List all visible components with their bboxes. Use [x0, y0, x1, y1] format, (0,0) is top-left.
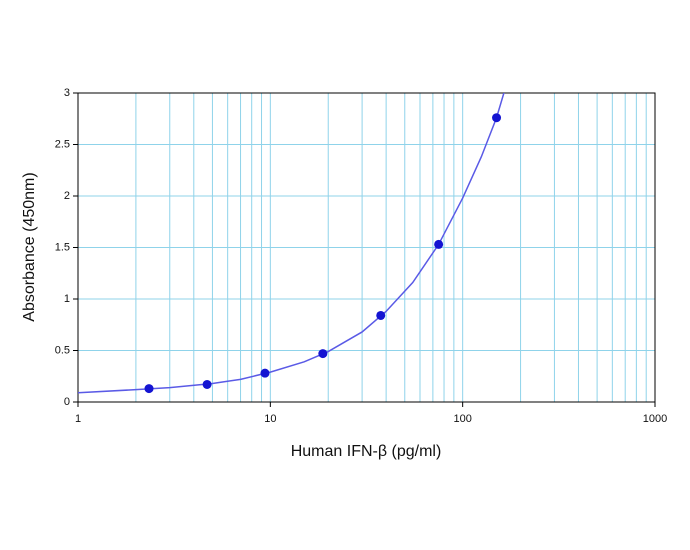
y-tick-label: 2 — [64, 190, 70, 202]
data-point — [318, 349, 328, 359]
x-tick-label: 10 — [264, 413, 276, 425]
plot-frame — [77, 92, 656, 403]
x-tick-label: 100 — [453, 413, 471, 425]
y-tick-label: 1 — [64, 293, 70, 305]
x-tick-label: 1000 — [643, 413, 667, 425]
y-axis-title: Absorbance (450nm) — [21, 172, 38, 321]
plot-area — [78, 93, 505, 394]
y-tick-label: 3 — [64, 87, 70, 99]
y-tick-label: 1.5 — [55, 241, 70, 253]
data-point — [376, 310, 386, 320]
y-tick-label: 0.5 — [55, 344, 70, 356]
data-point — [434, 239, 444, 249]
y-tick-label: 0 — [64, 396, 70, 408]
y-tick-label: 2.5 — [55, 138, 70, 150]
data-point — [144, 384, 154, 394]
data-point — [260, 368, 270, 378]
data-point — [492, 113, 502, 123]
x-axis-title: Human IFN-β (pg/ml) — [291, 443, 442, 460]
x-tick-label: 1 — [75, 413, 81, 425]
data-point — [202, 379, 212, 389]
fit-curve — [78, 93, 505, 394]
